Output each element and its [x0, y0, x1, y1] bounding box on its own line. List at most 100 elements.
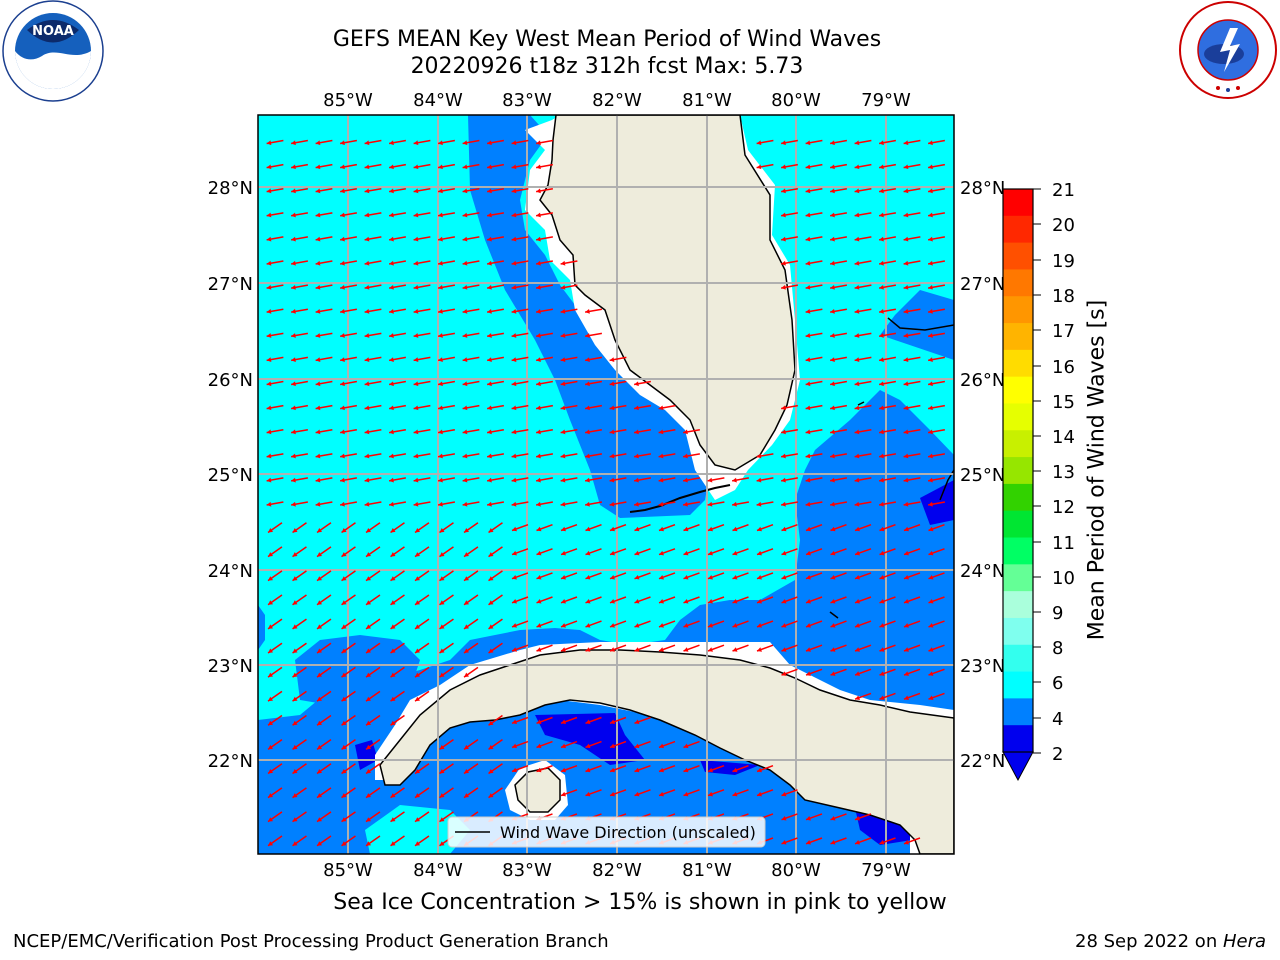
wind-arrow-head — [315, 260, 321, 266]
wind-arrow-head — [634, 791, 640, 797]
footer-date-text: 28 Sep 2022 on — [1075, 931, 1223, 952]
wind-arrow-head — [561, 647, 566, 652]
wind-arrow-head — [439, 576, 445, 581]
wind-arrow-head — [268, 793, 274, 798]
period-field-blue-sw — [295, 635, 420, 705]
wind-arrow-head — [266, 140, 272, 146]
wind-arrow-head — [413, 188, 419, 194]
wind-arrow-head — [438, 188, 443, 194]
wind-arrow-head — [291, 429, 296, 435]
wind-arrow-head — [855, 574, 860, 580]
wind-arrow-head — [536, 284, 541, 290]
wind-arrow-head — [268, 624, 274, 629]
wind-arrow-head — [683, 477, 688, 483]
wind-arrow-head — [879, 188, 884, 194]
wind-arrow-head — [560, 260, 566, 266]
wind-arrow-head — [464, 600, 470, 605]
wind-arrow-head — [536, 743, 542, 749]
wind-arrow-head — [317, 576, 323, 581]
wind-arrow-head — [488, 793, 494, 798]
wind-arrow-head — [341, 696, 347, 702]
period-field-blue-west — [258, 605, 265, 650]
wind-arrow-head — [585, 381, 590, 387]
colorbar-tick-label: 10 — [1052, 568, 1075, 589]
wind-arrow-head — [781, 671, 787, 676]
wind-arrow-head — [903, 381, 909, 387]
wind-arrow-head — [292, 648, 298, 653]
wind-arrow-head — [757, 767, 762, 773]
wind-arrow-head — [366, 576, 372, 581]
wind-arrow-head — [781, 599, 787, 604]
wind-arrow-head — [511, 333, 517, 338]
wind-arrow-head — [266, 236, 272, 242]
wind-arrow-head — [659, 574, 664, 580]
wind-arrow-head — [389, 188, 394, 194]
wind-arrow-head — [879, 357, 884, 362]
wind-arrow-head — [928, 526, 934, 532]
wind-arrow-head — [855, 623, 860, 628]
wind-arrow-head — [757, 574, 762, 580]
wind-arrow-head — [390, 696, 396, 702]
wind-arrow-head — [389, 453, 394, 459]
wind-arrow-head — [291, 236, 296, 242]
wind-arrow-head — [708, 623, 713, 628]
wind-arrow-head — [462, 429, 468, 435]
wind-arrow-head — [413, 260, 419, 266]
wind-arrow-head — [292, 720, 298, 726]
wind-arrow-head — [781, 284, 786, 290]
lon-label-bottom: 84°W — [413, 860, 463, 881]
wind-arrow-head — [830, 164, 835, 170]
wind-arrow-head — [512, 743, 517, 749]
wind-arrow-head — [413, 164, 419, 170]
colorbar-swatch — [1003, 671, 1033, 699]
wind-arrow-head — [609, 429, 615, 435]
wind-arrow-head — [879, 381, 884, 387]
wind-arrow-head — [560, 284, 566, 290]
wind-arrow-head — [340, 357, 345, 362]
wind-arrow-head — [830, 550, 836, 556]
wind-arrow-head — [610, 526, 615, 532]
wind-arrow-head — [561, 599, 566, 604]
wind-arrow-head — [291, 309, 296, 314]
wind-arrow-head — [854, 188, 860, 194]
wind-arrow-head — [415, 648, 421, 653]
wind-arrow-head — [438, 164, 443, 170]
wind-arrow-head — [536, 574, 542, 580]
wind-arrow-head — [854, 429, 860, 435]
lon-label-top: 84°W — [413, 90, 463, 111]
wind-arrow-head — [708, 526, 713, 532]
colorbar-swatch — [1003, 617, 1033, 646]
wind-arrow-head — [928, 260, 933, 266]
wind-arrow-head — [536, 309, 541, 314]
wind-arrow-head — [317, 527, 323, 533]
wind-arrow-head — [560, 453, 566, 459]
wind-arrow-head — [487, 260, 492, 266]
lat-label-right: 24°N — [960, 561, 1005, 582]
wind-arrow-head — [805, 429, 811, 435]
wind-arrow-head — [732, 501, 737, 507]
wind-arrow-head — [462, 188, 468, 194]
wind-arrow-head — [268, 648, 274, 653]
wind-arrow-head — [708, 550, 713, 556]
wind-arrow-head — [511, 188, 517, 194]
wind-arrow-head — [439, 744, 445, 750]
wind-arrow-head — [390, 817, 396, 822]
wind-arrow-head — [879, 501, 884, 507]
wind-arrow-head — [364, 236, 370, 242]
wind-arrow-head — [317, 720, 323, 726]
wind-arrow-head — [610, 574, 615, 580]
wind-arrow-head — [805, 236, 811, 242]
wind-arrow-head — [781, 623, 787, 628]
wind-arrow-head — [781, 236, 786, 242]
wind-arrow-head — [487, 140, 492, 146]
wind-arrow-head — [708, 574, 713, 580]
wind-arrow-head — [781, 574, 787, 580]
wind-arrow-head — [659, 526, 664, 532]
wind-arrow-head — [511, 140, 517, 146]
wind-arrow-head — [781, 647, 787, 652]
wind-arrow-head — [488, 648, 494, 653]
wind-arrow-head — [315, 333, 321, 338]
wind-arrow-head — [341, 720, 347, 726]
wind-arrow-head — [413, 429, 419, 435]
period-field-deep-3 — [700, 760, 760, 775]
